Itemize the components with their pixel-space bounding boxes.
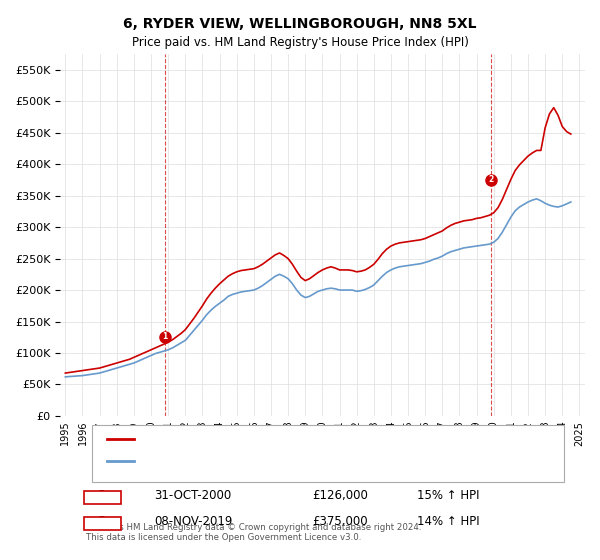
Text: £126,000: £126,000 xyxy=(312,489,368,502)
Text: 08-NOV-2019: 08-NOV-2019 xyxy=(155,515,233,528)
Text: 2: 2 xyxy=(488,175,494,184)
Text: 6, RYDER VIEW, WELLINGBOROUGH, NN8 5XL: 6, RYDER VIEW, WELLINGBOROUGH, NN8 5XL xyxy=(123,17,477,31)
FancyBboxPatch shape xyxy=(84,491,121,503)
Text: 2: 2 xyxy=(98,515,107,528)
FancyBboxPatch shape xyxy=(84,516,121,530)
Text: 1: 1 xyxy=(163,332,168,341)
FancyBboxPatch shape xyxy=(92,425,563,482)
Text: 1: 1 xyxy=(98,489,107,502)
Text: 6, RYDER VIEW, WELLINGBOROUGH, NN8 5XL (detached house): 6, RYDER VIEW, WELLINGBOROUGH, NN8 5XL (… xyxy=(144,434,476,444)
Text: 14% ↑ HPI: 14% ↑ HPI xyxy=(417,515,479,528)
Text: Price paid vs. HM Land Registry's House Price Index (HPI): Price paid vs. HM Land Registry's House … xyxy=(131,36,469,49)
Text: HPI: Average price, detached house, North Northamptonshire: HPI: Average price, detached house, Nort… xyxy=(144,456,464,466)
Text: 15% ↑ HPI: 15% ↑ HPI xyxy=(417,489,479,502)
Text: 31-OCT-2000: 31-OCT-2000 xyxy=(155,489,232,502)
Text: £375,000: £375,000 xyxy=(312,515,368,528)
Text: Contains HM Land Registry data © Crown copyright and database right 2024.
This d: Contains HM Land Registry data © Crown c… xyxy=(86,523,422,543)
